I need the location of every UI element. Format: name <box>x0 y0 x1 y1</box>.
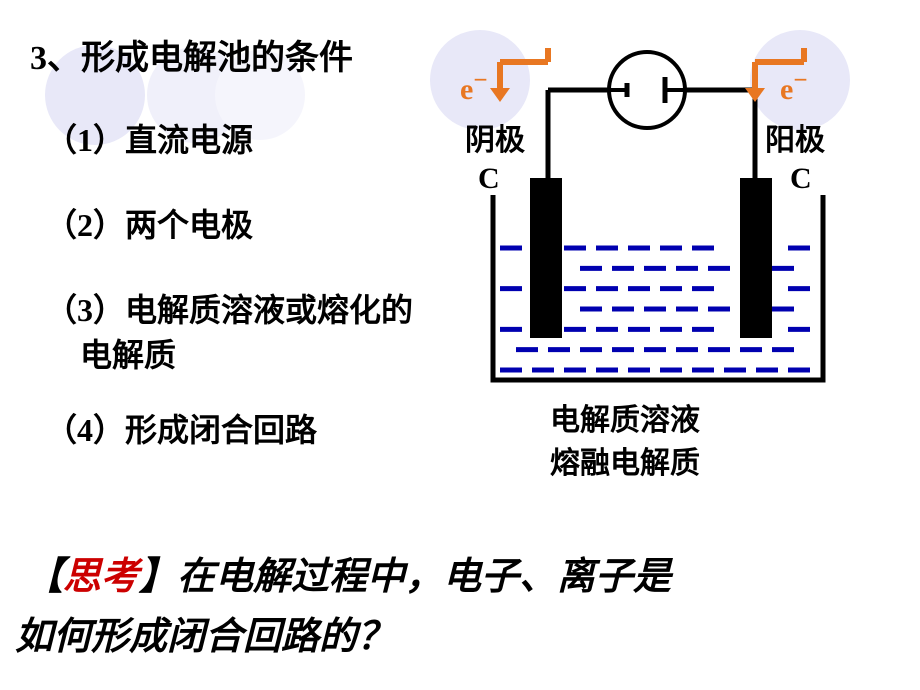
think-question-line2: 如何形成闭合回路的？ <box>15 605 395 660</box>
think-label: 思考 <box>63 556 139 598</box>
question-text-1: 】在电解过程中，电子、离子是 <box>139 556 671 598</box>
electrolysis-diagram <box>0 0 920 500</box>
think-question-line1: 【思考】在电解过程中，电子、离子是 <box>25 545 671 600</box>
bracket-open: 【 <box>25 556 63 598</box>
